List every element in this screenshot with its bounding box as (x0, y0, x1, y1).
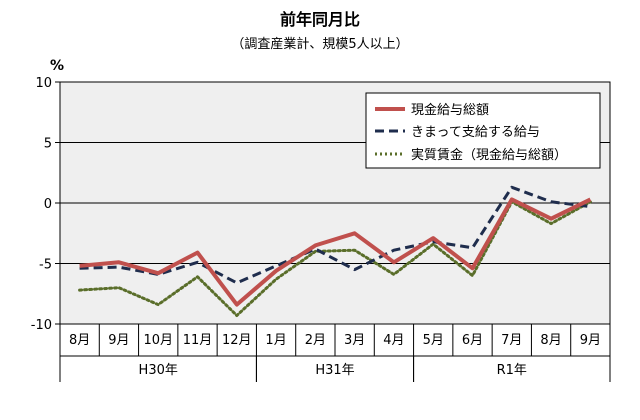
legend-label-3: 実質賃金（現金給与総額） (411, 147, 567, 163)
series-line-1 (79, 197, 592, 307)
x-tick-label: 5月 (423, 333, 444, 348)
x-tick-label: 8月 (540, 333, 561, 348)
x-tick-label: 11月 (183, 333, 213, 348)
x-tick-label: 12月 (222, 333, 252, 348)
x-tick-label: 10月 (143, 333, 173, 348)
legend-label-2: きまって支給する給与 (411, 125, 540, 140)
legend: 現金給与総額 きまって支給する給与 実質賃金（現金給与総額） (365, 92, 601, 169)
x-tick-label: 3月 (344, 333, 365, 348)
series-lines (78, 185, 592, 317)
x-axis-categories: 8月 9月 10月 11月 12月 1月 2月 3月 4月 5月 6月 7月 8月 9月 H30年 H31年 R… (59, 324, 611, 382)
x-tick-label: 1月 (265, 333, 286, 348)
x-tick-label: 2月 (305, 333, 326, 348)
x-tick-label: 6月 (462, 333, 483, 348)
y-tick-label: 5 (44, 137, 52, 152)
group-label: H31年 (315, 363, 354, 378)
group-label: R1年 (497, 363, 527, 378)
legend-label-1: 現金給与総額 (411, 102, 489, 118)
x-tick-label: 8月 (69, 333, 90, 348)
y-tick-label: 10 (35, 76, 52, 91)
x-tick-label: 9月 (108, 333, 129, 348)
x-tick-label: 9月 (580, 333, 601, 348)
x-tick-label: 4月 (383, 333, 404, 348)
group-label: H30年 (139, 363, 178, 378)
chart-subtitle: （調査産業計、規模5人以上） (231, 36, 408, 52)
y-tick-label: -10 (31, 318, 52, 333)
y-axis-unit: % (50, 58, 64, 74)
y-tick-label: 0 (44, 197, 52, 212)
series-line-2 (79, 185, 591, 285)
chart-title: 前年同月比 (280, 10, 360, 29)
y-tick-label: -5 (39, 258, 52, 273)
x-tick-label: 7月 (501, 333, 522, 348)
y-axis-ticks: 10 5 0 -5 -10 (31, 76, 60, 333)
